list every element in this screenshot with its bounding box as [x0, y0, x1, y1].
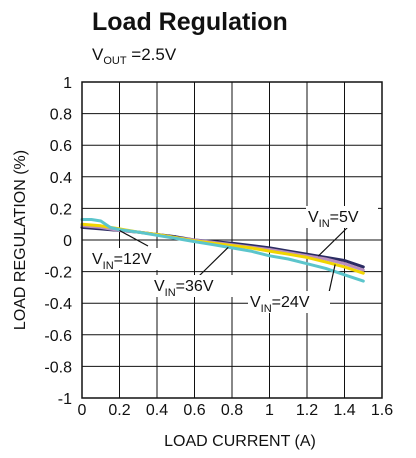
y-tick-label: -0.6 — [44, 328, 72, 345]
annotation-subscript: IN — [165, 287, 176, 299]
x-tick-label: 0.6 — [183, 402, 205, 419]
x-tick-label: 1.2 — [296, 402, 318, 419]
x-tick-label: 0.2 — [108, 402, 130, 419]
annotation-value: =5V — [330, 209, 359, 226]
annotation-label-12v: VIN=12V — [92, 251, 152, 272]
x-tick-label: 1.4 — [333, 402, 355, 419]
annotation-value: =12V — [114, 251, 152, 268]
annotation-backdrop — [248, 291, 330, 313]
annotation-value: =24V — [272, 294, 310, 311]
x-tick-label: 0.8 — [221, 402, 243, 419]
chart-subtitle: VOUT =2.5V — [92, 45, 177, 67]
y-tick-label: -0.8 — [44, 359, 72, 376]
x-tick-label: 1.6 — [371, 402, 393, 419]
x-tick-label: 1 — [265, 402, 274, 419]
y-tick-labels: 1 0.8 0.6 0.4 0.2 0 -0.2 -0.4 -0.6 -0.8 -1 — [44, 75, 72, 408]
subtitle-subscript: OUT — [103, 55, 127, 67]
y-tick-label: -1 — [58, 391, 72, 408]
annotation-backdrop — [306, 206, 378, 228]
annotation-label-5v: VIN=5V — [308, 209, 359, 230]
annotation-backdrop — [90, 248, 170, 270]
y-tick-label: 0.4 — [50, 170, 72, 187]
annotation-value: =36V — [176, 278, 214, 295]
annotation-subscript: IN — [261, 303, 272, 315]
x-tick-labels: 0 0.2 0.4 0.6 0.8 1 1.2 1.4 1.6 — [78, 402, 394, 419]
y-tick-label: -0.2 — [44, 265, 72, 282]
grid — [81, 81, 383, 399]
chart-title: Load Regulation — [92, 8, 288, 36]
annotation-label-24v: VIN=24V — [250, 294, 310, 315]
y-tick-label: 0.2 — [50, 201, 72, 218]
y-tick-label: 1 — [63, 75, 72, 92]
annotation-symbol: V — [154, 278, 165, 295]
annotation-symbol: V — [250, 294, 261, 311]
y-tick-label: -0.4 — [44, 296, 72, 313]
annotation-symbol: V — [92, 251, 103, 268]
subtitle-symbol: V — [92, 45, 104, 64]
x-axis-label: LOAD CURRENT (A) — [164, 433, 316, 450]
annotation-backdrop — [152, 275, 234, 297]
y-tick-label: 0.6 — [50, 138, 72, 155]
y-axis-label: LOAD REGULATION (%) — [12, 150, 29, 330]
annotation-label-36v: VIN=36V — [154, 278, 214, 299]
subtitle-value: =2.5V — [127, 45, 177, 64]
series-line-36v — [80, 218, 365, 283]
y-tick-label: 0 — [63, 233, 72, 250]
x-tick-label: 0 — [78, 402, 87, 419]
annotation-leader-12v — [119, 229, 149, 247]
annotation-leader-36v — [197, 246, 229, 278]
annotation-subscript: IN — [103, 260, 114, 272]
x-tick-label: 0.4 — [146, 402, 168, 419]
annotation-symbol: V — [308, 209, 319, 226]
annotation-subscript: IN — [319, 218, 330, 230]
plot-frame — [81, 81, 383, 399]
y-tick-label: 0.8 — [50, 107, 72, 124]
annotation-leader-5v — [317, 225, 350, 257]
series-layer — [80, 218, 365, 283]
